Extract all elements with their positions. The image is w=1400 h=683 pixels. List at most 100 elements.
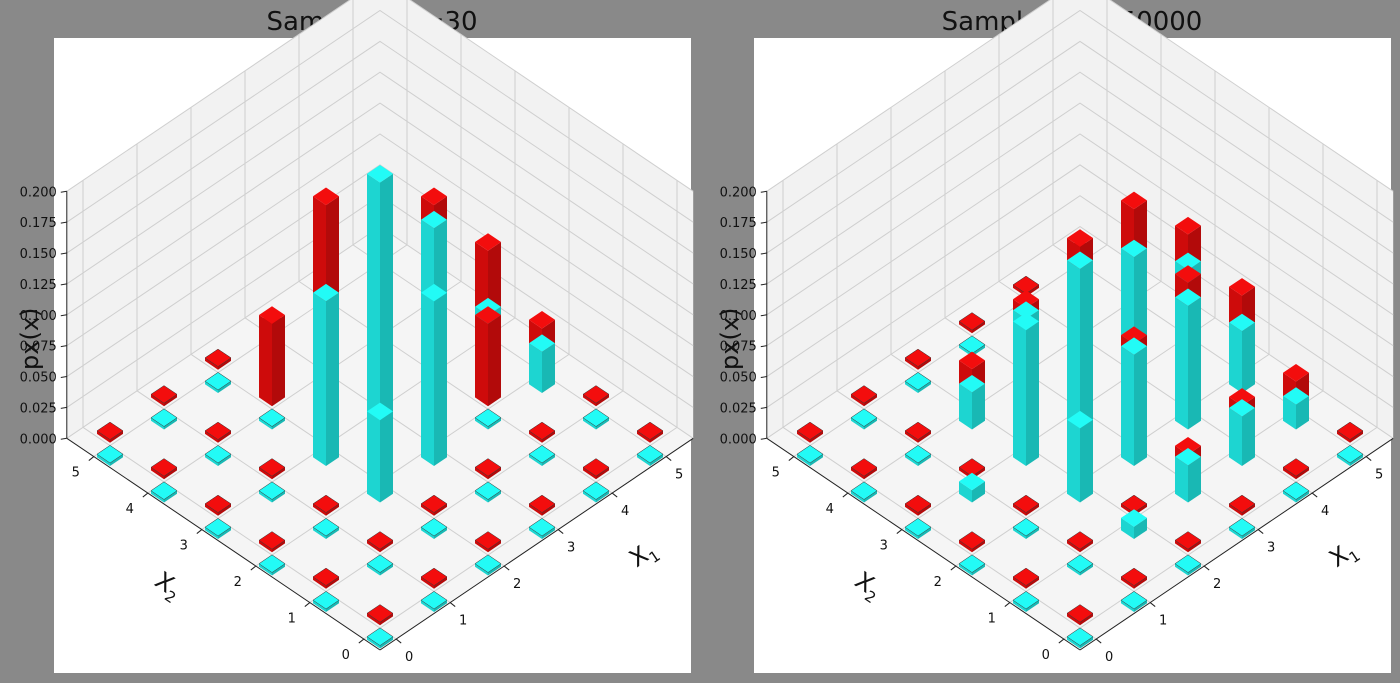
bar-face-front-left [367, 173, 380, 430]
bar-face-front-left [205, 430, 218, 443]
bar-face-top [582, 481, 610, 500]
bar-face-top [958, 554, 986, 573]
bar-face-top [959, 472, 985, 491]
bar-face-top [150, 408, 178, 427]
bar-face-top [150, 458, 178, 477]
bar-face-front-left [475, 467, 488, 480]
bar [959, 472, 985, 503]
x1-tick [557, 529, 564, 534]
bar [312, 567, 340, 589]
bar-face-top [204, 348, 232, 367]
bar [1174, 531, 1202, 553]
bar-face-top [366, 554, 394, 573]
z-tick-label: 0.100 [720, 309, 757, 324]
bar-face-top [367, 402, 393, 421]
bar-face-front-left [959, 383, 972, 430]
bar-face-front-left [1229, 322, 1242, 393]
bar-face-top [636, 445, 664, 464]
z-tick-label: 0.200 [720, 185, 757, 200]
bar-face-front-left [1229, 503, 1242, 516]
y-gridline [309, 143, 624, 603]
bar-face-top [1120, 591, 1148, 610]
bar-face-front-left [583, 490, 596, 503]
bar-face-front-left [421, 503, 434, 516]
bar-face-front-left [1067, 563, 1080, 576]
x-gridline [190, 107, 505, 567]
bar [258, 554, 286, 576]
bar-face-front-right [218, 381, 231, 393]
bar-face-front-left [1175, 456, 1188, 503]
bar [258, 481, 286, 503]
bar-face-front-left [313, 576, 326, 589]
bar-face-front-left [959, 344, 972, 357]
bar-face-front-right [488, 540, 501, 553]
bar [904, 348, 932, 370]
y-gridline [901, 70, 1216, 530]
bar-face-top [312, 494, 340, 513]
y-gridline [363, 180, 678, 640]
x-gridline [944, 70, 1259, 530]
bar-face-front-left [1121, 600, 1134, 612]
bar-face-top [1013, 301, 1039, 319]
y-gridline [1009, 143, 1324, 603]
bar-face-front-left [475, 490, 488, 503]
bar-face-front-left [151, 417, 164, 430]
bar-face-top [582, 458, 610, 477]
bar-face-front-right [810, 430, 823, 443]
bar-face-top [904, 372, 932, 391]
bar-face-front-right [164, 467, 177, 480]
bar-face-top [850, 458, 878, 477]
bar-face-top [366, 531, 394, 550]
bar-face-front-left [151, 394, 164, 407]
bar-face-top [1228, 494, 1256, 513]
bar-face-front-left [367, 563, 380, 576]
bar-face-front-left [259, 490, 272, 503]
bar-face-front-left [313, 600, 326, 612]
x1-tick-label: 0 [1105, 650, 1113, 665]
bar [1336, 445, 1364, 466]
bar-face-top [904, 348, 932, 367]
bar-face-top [582, 408, 610, 427]
bar-face-front-right [972, 344, 985, 357]
bar-face-front-right [1080, 563, 1093, 576]
bar-face-front-right [272, 490, 285, 503]
bar-face-top [475, 306, 501, 324]
x2-tick-label: 3 [180, 539, 188, 554]
bar-face-top [1012, 591, 1040, 610]
bar-face-top [421, 210, 447, 229]
bar-face-front-left [151, 490, 164, 503]
bar-face-front-right [864, 467, 877, 480]
bar [204, 518, 232, 539]
bar [1175, 448, 1201, 503]
bar-face-front-left [367, 613, 380, 626]
bar [1067, 251, 1093, 430]
bar-face-top [150, 481, 178, 500]
bar-face-front-left [1175, 540, 1188, 553]
bar [1120, 591, 1148, 612]
bar [796, 445, 824, 466]
bar-face-top [796, 445, 824, 464]
bar-face-top [1066, 554, 1094, 573]
x2-tick [842, 492, 849, 498]
x1-axis-line [379, 437, 694, 651]
subplot-left: Sample size=300123450123450.0000.0250.05… [16, 0, 694, 673]
x2-tick-label: 1 [988, 612, 996, 627]
bar-face-front-right [218, 454, 231, 466]
x2-tick [788, 456, 795, 461]
z-tick [760, 283, 767, 286]
z-gridline [66, 40, 694, 254]
z-gridline [766, 164, 1394, 378]
bar-face-top [474, 408, 502, 427]
bar-face-top [529, 311, 555, 329]
x1-tick [1365, 456, 1372, 461]
bar-face-top [1175, 448, 1201, 466]
bar-face-top [796, 421, 824, 440]
bar-face-front-left [1229, 527, 1242, 539]
z-gridline [766, 102, 1394, 316]
bar-face-top [204, 494, 232, 513]
bar [474, 531, 502, 553]
x2-tick-label: 0 [1042, 648, 1050, 663]
bar-face-top [1229, 388, 1255, 406]
bar-face-front-right [380, 411, 393, 503]
bar-face-front-right [488, 467, 501, 480]
